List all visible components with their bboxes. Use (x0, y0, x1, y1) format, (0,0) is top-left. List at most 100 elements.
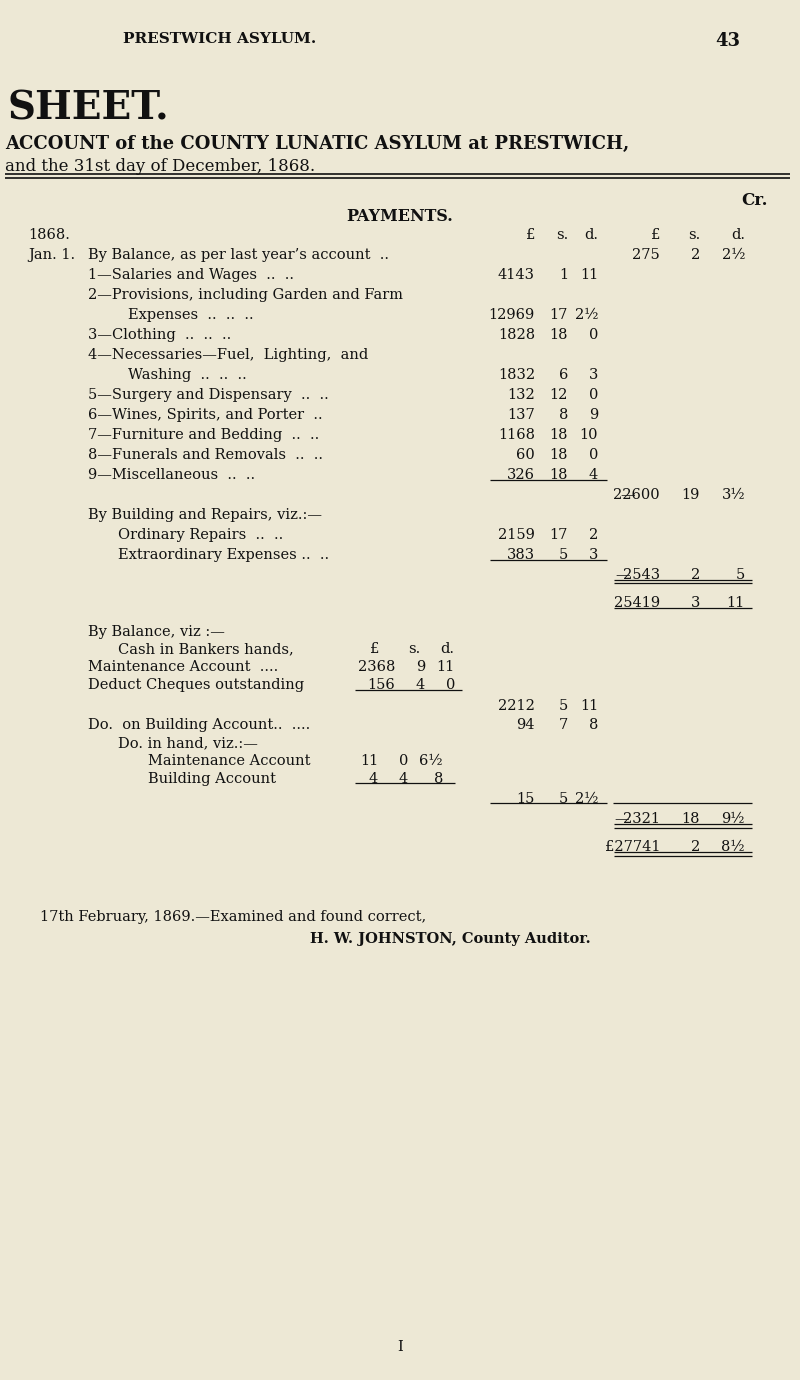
Text: 3—Clothing  ..  ..  ..: 3—Clothing .. .. .. (88, 328, 231, 342)
Text: 4143: 4143 (498, 268, 535, 282)
Text: PRESTWICH ASYLUM.: PRESTWICH ASYLUM. (123, 32, 317, 46)
Text: 18: 18 (550, 428, 568, 442)
Text: 275: 275 (632, 248, 660, 262)
Text: 12: 12 (550, 388, 568, 402)
Text: 5: 5 (736, 569, 745, 582)
Text: 3: 3 (589, 548, 598, 562)
Text: Cash in Bankers hands,: Cash in Bankers hands, (118, 642, 294, 656)
Text: —: — (614, 811, 629, 827)
Text: 9½: 9½ (722, 811, 745, 827)
Text: Deduct Cheques outstanding: Deduct Cheques outstanding (88, 678, 304, 691)
Text: 383: 383 (507, 548, 535, 562)
Text: 5: 5 (558, 700, 568, 713)
Text: 2321: 2321 (623, 811, 660, 827)
Text: d.: d. (584, 228, 598, 242)
Text: 132: 132 (507, 388, 535, 402)
Text: 8: 8 (434, 771, 443, 787)
Text: 5—Surgery and Dispensary  ..  ..: 5—Surgery and Dispensary .. .. (88, 388, 329, 402)
Text: 15: 15 (517, 792, 535, 806)
Text: 18: 18 (682, 811, 700, 827)
Text: 11: 11 (580, 700, 598, 713)
Text: 8—Funerals and Removals  ..  ..: 8—Funerals and Removals .. .. (88, 448, 323, 462)
Text: 4—Necessaries—Fuel,  Lighting,  and: 4—Necessaries—Fuel, Lighting, and (88, 348, 368, 362)
Text: 1868.: 1868. (28, 228, 70, 242)
Text: 18: 18 (550, 468, 568, 482)
Text: 2½: 2½ (722, 248, 745, 262)
Text: d.: d. (731, 228, 745, 242)
Text: 11: 11 (437, 660, 455, 673)
Text: £: £ (650, 228, 660, 242)
Text: 326: 326 (507, 468, 535, 482)
Text: 8: 8 (558, 408, 568, 422)
Text: Expenses  ..  ..  ..: Expenses .. .. .. (128, 308, 254, 322)
Text: Maintenance Account: Maintenance Account (148, 753, 310, 769)
Text: Washing  ..  ..  ..: Washing .. .. .. (128, 368, 246, 382)
Text: 2159: 2159 (498, 529, 535, 542)
Text: 17: 17 (550, 529, 568, 542)
Text: 4: 4 (416, 678, 425, 691)
Text: 2543: 2543 (623, 569, 660, 582)
Text: 3½: 3½ (722, 489, 745, 502)
Text: 2½: 2½ (574, 792, 598, 806)
Text: 22600: 22600 (614, 489, 660, 502)
Text: 18: 18 (550, 448, 568, 462)
Text: 18: 18 (550, 328, 568, 342)
Text: 2—Provisions, including Garden and Farm: 2—Provisions, including Garden and Farm (88, 288, 403, 302)
Text: —: — (620, 489, 634, 502)
Text: Do.  on Building Account..  ....: Do. on Building Account.. .... (88, 718, 310, 731)
Text: 12969: 12969 (489, 308, 535, 322)
Text: 6: 6 (558, 368, 568, 382)
Text: Building Account: Building Account (148, 771, 276, 787)
Text: 7—Furniture and Bedding  ..  ..: 7—Furniture and Bedding .. .. (88, 428, 319, 442)
Text: 5: 5 (558, 792, 568, 806)
Text: 10: 10 (579, 428, 598, 442)
Text: ACCOUNT of the COUNTY LUNATIC ASYLUM at PRESTWICH,: ACCOUNT of the COUNTY LUNATIC ASYLUM at … (5, 135, 630, 153)
Text: 1168: 1168 (498, 428, 535, 442)
Text: 11: 11 (580, 268, 598, 282)
Text: 9—Miscellaneous  ..  ..: 9—Miscellaneous .. .. (88, 468, 255, 482)
Text: Do. in hand, viz.:—: Do. in hand, viz.:— (118, 736, 258, 749)
Text: SHEET.: SHEET. (8, 90, 170, 128)
Text: s.: s. (408, 642, 420, 656)
Text: 6½: 6½ (419, 753, 443, 769)
Text: 8: 8 (589, 718, 598, 731)
Text: Ordinary Repairs  ..  ..: Ordinary Repairs .. .. (118, 529, 283, 542)
Text: PAYMENTS.: PAYMENTS. (346, 208, 454, 225)
Text: 9: 9 (589, 408, 598, 422)
Text: £: £ (370, 642, 379, 656)
Text: 0: 0 (589, 448, 598, 462)
Text: 2: 2 (589, 529, 598, 542)
Text: 2½: 2½ (574, 308, 598, 322)
Text: 5: 5 (558, 548, 568, 562)
Text: 3: 3 (690, 596, 700, 610)
Text: 11: 11 (360, 753, 378, 769)
Text: 8½: 8½ (722, 840, 745, 854)
Text: 1828: 1828 (498, 328, 535, 342)
Text: 156: 156 (367, 678, 395, 691)
Text: By Building and Repairs, viz.:—: By Building and Repairs, viz.:— (88, 508, 322, 522)
Text: d.: d. (440, 642, 454, 656)
Text: 19: 19 (682, 489, 700, 502)
Text: 137: 137 (507, 408, 535, 422)
Text: and the 31st day of December, 1868.: and the 31st day of December, 1868. (5, 157, 315, 175)
Text: Jan. 1.: Jan. 1. (28, 248, 75, 262)
Text: 1: 1 (559, 268, 568, 282)
Text: 9: 9 (416, 660, 425, 673)
Text: 60: 60 (516, 448, 535, 462)
Text: 4: 4 (369, 771, 378, 787)
Text: 0: 0 (398, 753, 408, 769)
Text: 2212: 2212 (498, 700, 535, 713)
Text: 2: 2 (690, 248, 700, 262)
Text: I: I (397, 1340, 403, 1354)
Text: 17: 17 (550, 308, 568, 322)
Text: s.: s. (556, 228, 568, 242)
Text: 11: 11 (726, 596, 745, 610)
Text: 2: 2 (690, 840, 700, 854)
Text: 1—Salaries and Wages  ..  ..: 1—Salaries and Wages .. .. (88, 268, 294, 282)
Text: 2: 2 (690, 569, 700, 582)
Text: £27741: £27741 (605, 840, 660, 854)
Text: 1832: 1832 (498, 368, 535, 382)
Text: 4: 4 (398, 771, 408, 787)
Text: 3: 3 (589, 368, 598, 382)
Text: By Balance, as per last year’s account  ..: By Balance, as per last year’s account .… (88, 248, 389, 262)
